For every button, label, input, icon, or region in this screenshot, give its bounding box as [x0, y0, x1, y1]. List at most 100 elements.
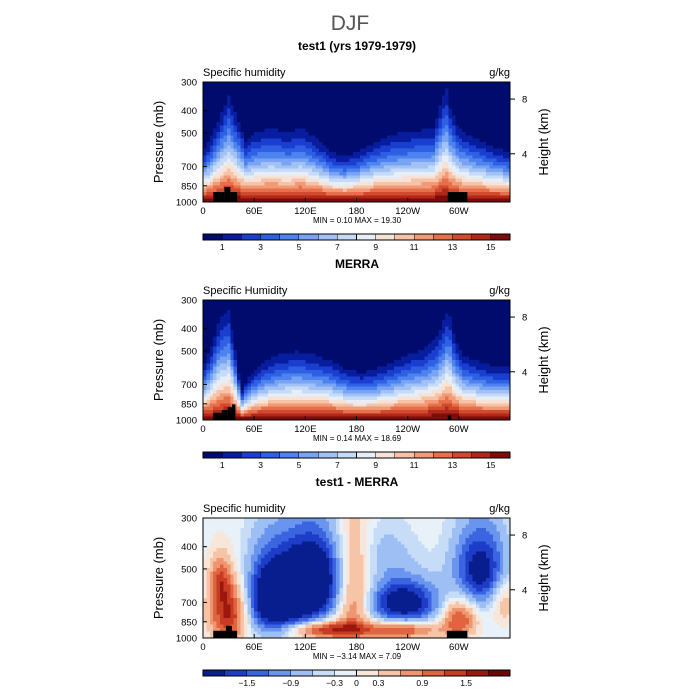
colorbar-label: 5: [297, 460, 302, 470]
min-max-label: MIN = −3.14 MAX = 7.09: [313, 652, 402, 661]
chart-panel-3: test1 - MERRA Specific humidity g/kg 0 60E 12…: [151, 475, 551, 688]
colorbar-swatch: [298, 234, 319, 240]
colorbar-swatch: [279, 234, 300, 240]
colorbar-swatch: [298, 452, 319, 458]
right-tick-label: 4: [522, 149, 527, 160]
colorbar-swatch: [433, 234, 453, 240]
colorbar-swatch: [290, 670, 314, 676]
colorbar-swatch: [466, 670, 489, 676]
colorbar-swatch: [268, 670, 292, 676]
orography-block: [221, 410, 228, 420]
chart-panel-1: test1 (yrs 1979-1979) Specific humidity g/…: [151, 39, 551, 252]
colorbar-label: 7: [335, 242, 340, 252]
colorbar-swatch: [471, 234, 492, 240]
colorbar-swatch: [203, 234, 223, 240]
units-label: g/kg: [489, 285, 510, 297]
colorbar-label: 0.9: [416, 678, 428, 688]
variable-label: Specific humidity: [203, 67, 286, 79]
heatmap-field: [203, 518, 511, 639]
min-max-label: MIN = 0.10 MAX = 19.30: [313, 216, 402, 225]
x-tick-label: 180: [349, 206, 365, 217]
units-label: g/kg: [489, 67, 510, 79]
colorbar-label: 3: [258, 460, 263, 470]
orography-block: [447, 415, 452, 420]
colorbar-swatch: [414, 452, 434, 458]
colorbar-label: 15: [486, 460, 496, 470]
colorbar-swatch: [471, 452, 492, 458]
colorbar-swatch: [260, 234, 281, 240]
y-tick-label: 500: [181, 564, 197, 575]
colorbar-label: 9: [373, 242, 378, 252]
orography-block: [230, 192, 238, 202]
colorbar-swatch: [222, 452, 242, 458]
colorbar-swatch: [490, 234, 511, 240]
x-tick-label: 60E: [246, 206, 263, 217]
y-tick-label: 400: [181, 324, 197, 335]
panel-title: MERRA: [335, 257, 379, 271]
colorbar-swatch: [394, 452, 415, 458]
x-tick-label: 0: [200, 642, 205, 653]
y-tick-label: 850: [181, 399, 197, 410]
y-tick-label: 1000: [176, 416, 197, 427]
variable-label: Specific humidity: [203, 503, 286, 515]
units-label: g/kg: [489, 503, 510, 515]
x-tick-label: 60W: [449, 424, 469, 435]
colorbar-label: 9: [373, 460, 378, 470]
colorbar-swatch: [394, 234, 415, 240]
x-tick-label: 120W: [395, 206, 420, 217]
right-tick-label: 4: [522, 585, 527, 596]
x-tick-label: 60E: [246, 424, 263, 435]
colorbar-swatch: [203, 670, 226, 676]
colorbar-label: 3: [258, 242, 263, 252]
colorbar-label: 13: [448, 460, 458, 470]
x-tick-label: 60E: [246, 642, 263, 653]
panel-title: test1 - MERRA: [316, 475, 399, 489]
colorbar-swatch: [318, 452, 338, 458]
colorbar-swatch: [279, 452, 300, 458]
colorbar-swatch: [312, 670, 336, 676]
right-tick-label: 8: [522, 313, 527, 324]
colorbar-swatch: [378, 670, 401, 676]
right-tick-label: 8: [522, 95, 527, 106]
orography-block: [231, 404, 236, 420]
x-tick-label: 0: [200, 206, 205, 217]
x-tick-label: 60W: [449, 206, 469, 217]
min-max-label: MIN = 0.14 MAX = 18.69: [313, 434, 402, 443]
colorbar-swatch: [222, 234, 242, 240]
colorbar-label: 13: [448, 242, 458, 252]
y-tick-label: 300: [181, 78, 197, 89]
colorbar-swatch: [203, 452, 223, 458]
x-tick-label: 120E: [294, 424, 316, 435]
heatmap-field: [203, 300, 511, 421]
orography-block: [231, 630, 238, 638]
colorbar-swatch: [375, 452, 396, 458]
orography-block: [213, 412, 222, 420]
colorbar-swatch: [224, 670, 248, 676]
y-tick-label: 850: [181, 181, 197, 192]
y-tick-label: 500: [181, 346, 197, 357]
x-tick-label: 120W: [395, 642, 420, 653]
colorbar-label: 1.5: [460, 678, 472, 688]
colorbar-swatch: [414, 234, 434, 240]
colorbar-label: 0.3: [373, 678, 385, 688]
heatmap-field: [203, 82, 511, 203]
y-tick-label: 1000: [176, 198, 197, 209]
right-axis-title: Height (km): [536, 326, 551, 393]
right-axis-title: Height (km): [536, 108, 551, 175]
y-axis-title: Pressure (mb): [151, 537, 166, 619]
colorbar-swatch: [246, 670, 270, 676]
x-tick-label: 180: [349, 642, 365, 653]
x-tick-label: 120E: [294, 642, 316, 653]
colorbar-swatch: [337, 452, 357, 458]
colorbar-label: −0.3: [326, 678, 343, 688]
right-tick-label: 4: [522, 367, 527, 378]
colorbar-swatch: [356, 670, 379, 676]
colorbar-swatch: [452, 234, 473, 240]
colorbar-label: 5: [297, 242, 302, 252]
y-tick-label: 1000: [176, 634, 197, 645]
orography-block: [227, 407, 232, 420]
colorbar-swatch: [334, 670, 357, 676]
colorbar-label: 0: [354, 678, 359, 688]
chart-panel-2: MERRA Specific Humidity g/kg 0 60E 120E 180 120…: [151, 257, 551, 470]
